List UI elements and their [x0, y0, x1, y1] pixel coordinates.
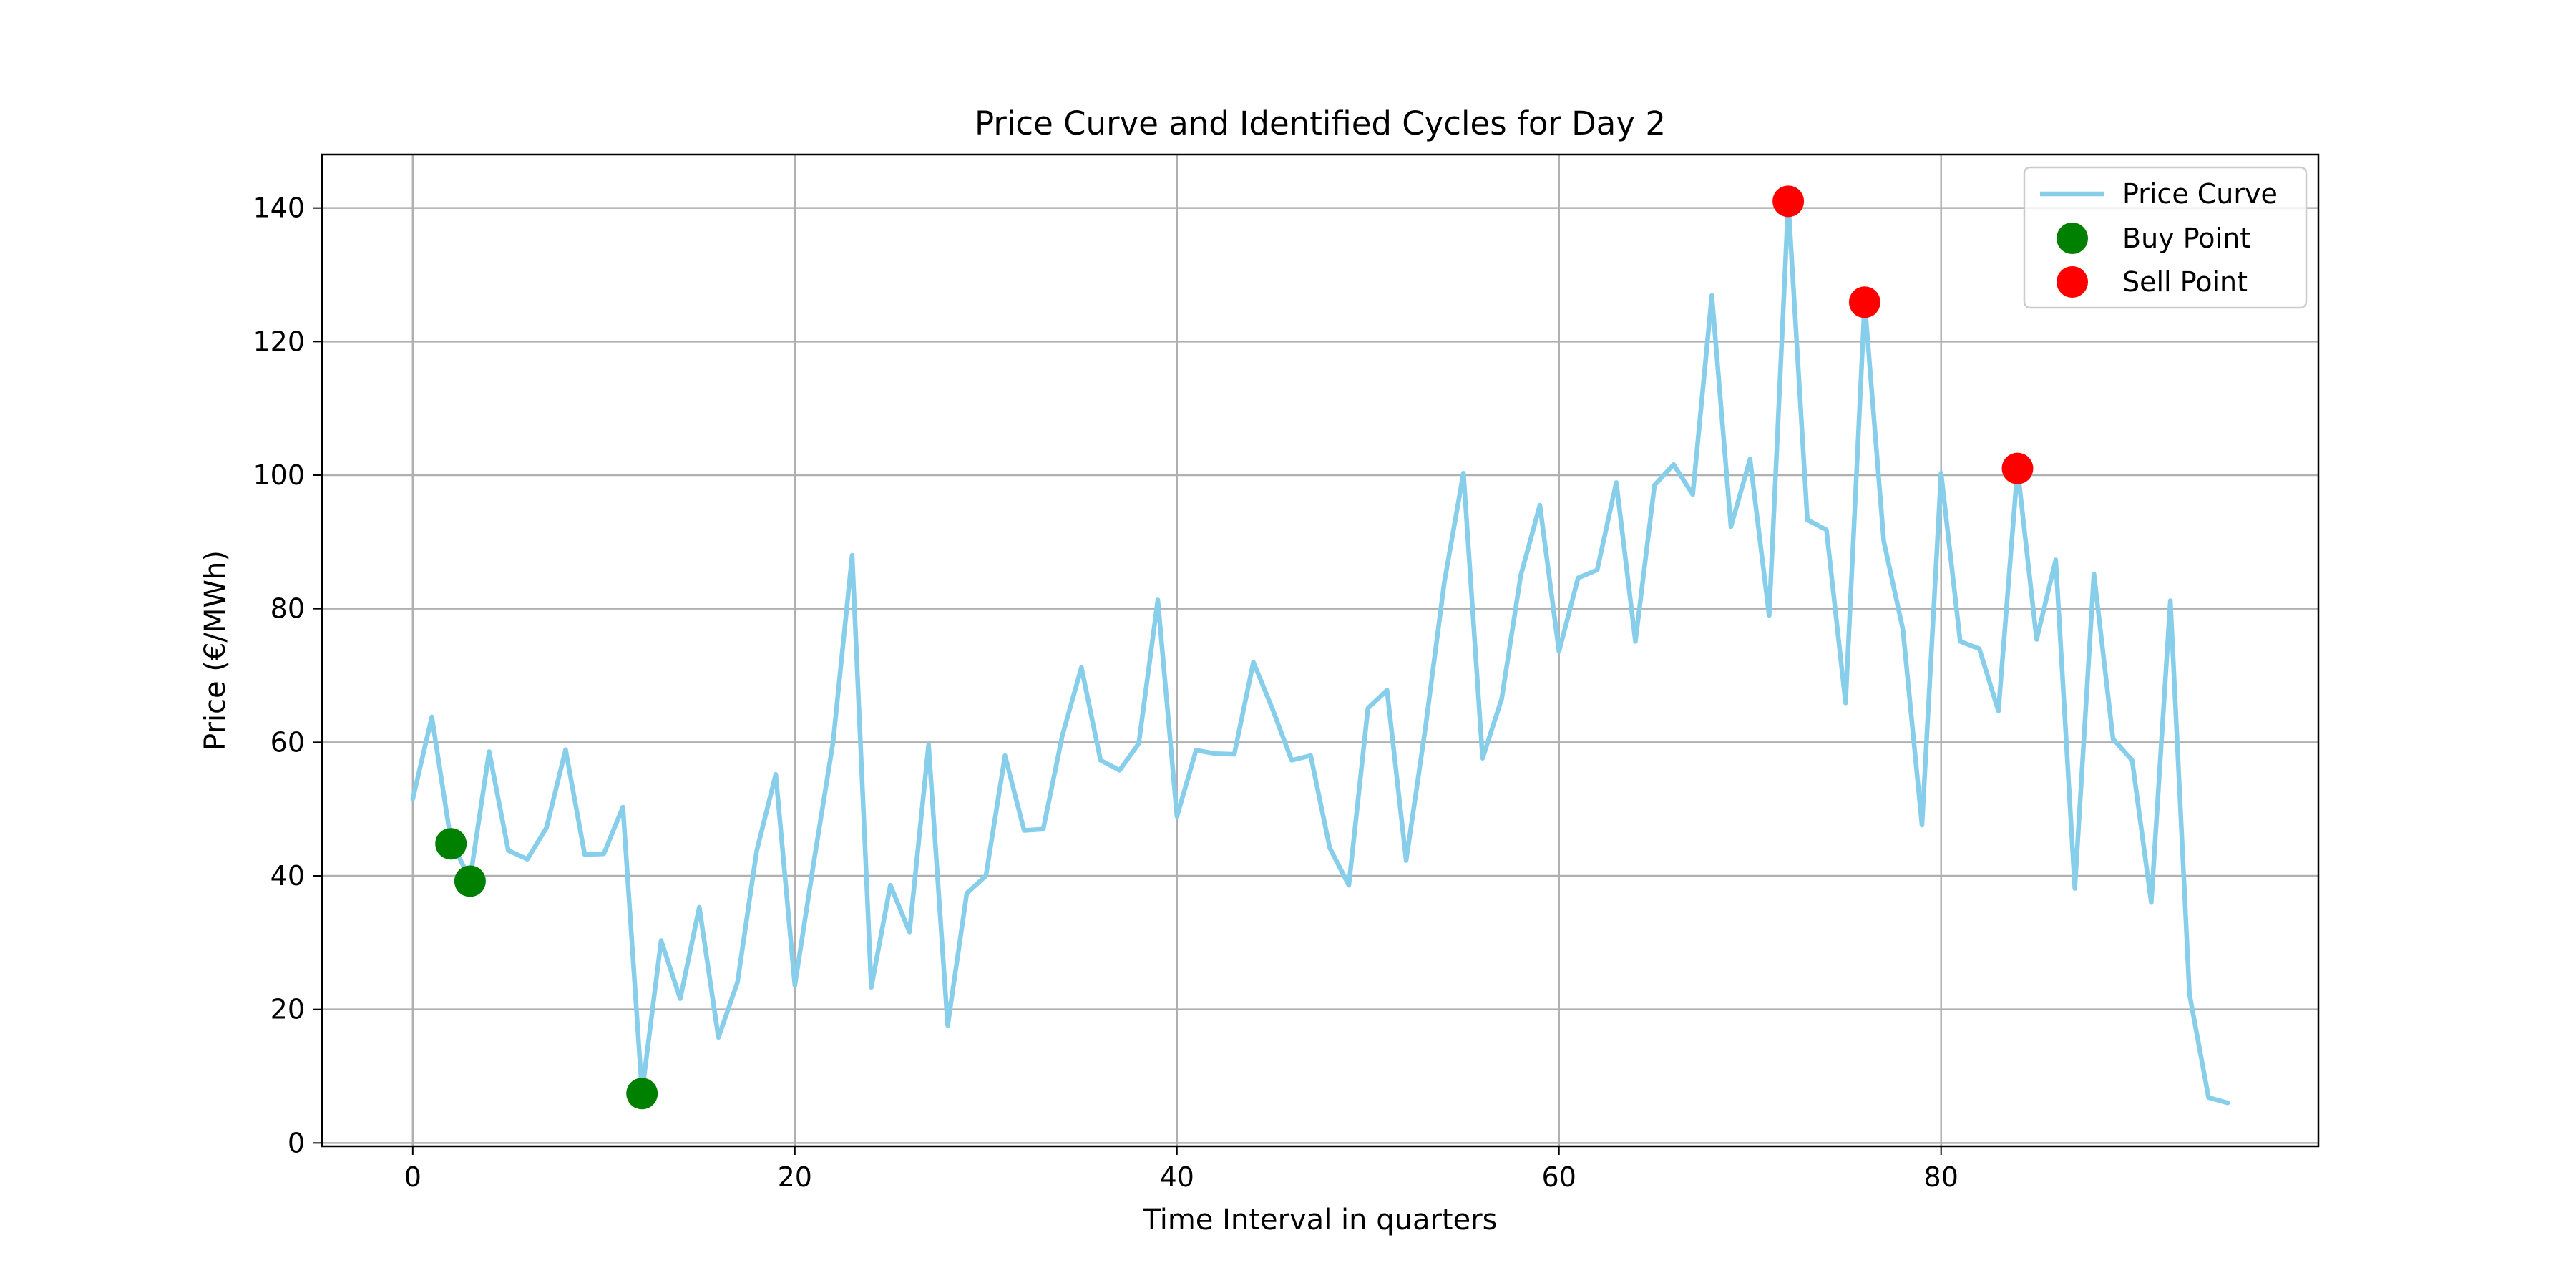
y-tick-label: 60: [270, 726, 305, 758]
series-line-price-curve: [410, 199, 2230, 1106]
grid: [322, 155, 2318, 1146]
legend-marker-buy-point: [2057, 223, 2088, 254]
y-tick-label: 120: [253, 326, 305, 357]
axis-ticks: 0 20 40 60 80 0 20 40 60 80 100 120 140: [253, 192, 1958, 1193]
point-buy-point: [454, 865, 486, 897]
legend: Price Curve Buy Point Sell Point: [2023, 166, 2308, 309]
x-tick-label: 60: [1542, 1161, 1576, 1193]
legend-label-price-curve: Price Curve: [2122, 178, 2278, 210]
x-tick-label: 40: [1160, 1161, 1194, 1193]
y-tick-label: 40: [270, 860, 305, 892]
legend-label-buy-point: Buy Point: [2122, 223, 2250, 254]
x-tick-label: 0: [404, 1161, 421, 1193]
x-tick-label: 20: [778, 1161, 812, 1193]
legend-marker-sell-point: [2057, 266, 2088, 298]
x-axis-label: Time Interval in quarters: [1143, 1204, 1498, 1236]
legend-label-sell-point: Sell Point: [2122, 266, 2248, 298]
point-buy-point: [435, 828, 467, 860]
chart-title: Price Curve and Identified Cycles for Da…: [975, 104, 1666, 142]
plot-frame: [321, 153, 2320, 1148]
point-sell-point: [1772, 185, 1805, 218]
y-tick-label: 140: [253, 192, 305, 224]
point-buy-point: [626, 1078, 658, 1110]
y-tick-label: 100: [253, 459, 305, 491]
plot-area: [410, 185, 2230, 1110]
point-sell-point: [2001, 452, 2034, 484]
legend-box: [2023, 166, 2308, 309]
y-tick-label: 0: [288, 1127, 305, 1158]
y-tick-label: 80: [270, 593, 305, 625]
point-sell-point: [1848, 286, 1880, 318]
x-tick-label: 80: [1924, 1161, 1958, 1193]
y-tick-label: 20: [270, 994, 305, 1025]
y-axis-label: Price (€/MWh): [199, 550, 232, 751]
